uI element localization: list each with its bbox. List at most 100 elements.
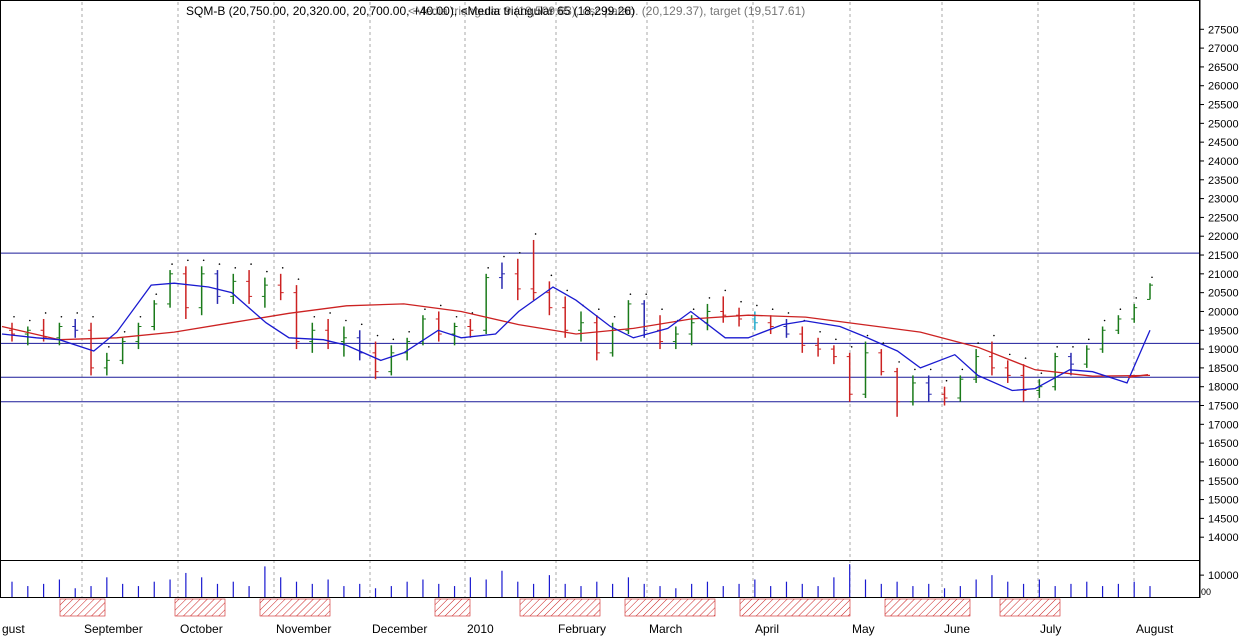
hatched-period [999,598,1061,617]
month-label: October [180,622,223,636]
parabolic-dot [771,308,774,311]
y-tick-label: 16500 [1208,438,1239,450]
overlapping-legend-text: <Media triangular 9 (19,509.63), osc par… [408,4,805,18]
parabolic-dot [961,368,964,371]
hatched-period [434,598,471,617]
month-label: June [944,622,970,636]
parabolic-dot [1087,338,1090,341]
volume-axis-label: 00 [1201,587,1211,597]
hatched-period [59,598,106,617]
hatched-period [739,598,851,617]
hatched-period [174,598,226,617]
y-tick-label: 20000 [1208,306,1239,318]
month-label: February [558,622,606,636]
parabolic-dot [392,338,395,341]
parabolic-dot [550,274,553,277]
parabolic-dot [123,330,126,333]
y-tick-label: 19500 [1208,325,1239,337]
y-tick-label: 15500 [1208,476,1239,488]
month-label: July [1040,622,1061,636]
y-tick-label: 19000 [1208,344,1239,356]
parabolic-dot [898,361,900,363]
hatched-period [259,598,331,617]
parabolic-dot [1024,357,1027,359]
parabolic-dot [408,330,410,333]
parabolic-dot [108,346,110,348]
parabolic-dot [598,308,600,311]
parabolic-dot [503,255,505,258]
parabolic-dot [534,233,537,235]
parabolic-dot [29,319,31,322]
moving-average-65-line [1,303,1151,377]
parabolic-dot [218,263,221,265]
parabolic-dot [139,315,142,318]
parabolic-dot [850,346,853,348]
parabolic-dot [756,304,758,307]
parabolic-dot [329,312,331,314]
month-axis: gust September October November December 2010… [2,622,1174,636]
parabolic-dot [1151,276,1153,279]
y-tick-label: 22000 [1208,231,1239,243]
parabolic-dot [708,297,711,299]
parabolic-dot [76,312,79,314]
moving-averages [1,282,1151,392]
parabolic-dot [1103,319,1106,322]
parabolic-dot [945,379,948,382]
volume-tick-label: 10000 [1208,570,1239,582]
parabolic-dot [518,251,521,254]
parabolic-dot [977,342,979,344]
parabolic-dot [1135,297,1137,299]
y-tick-label: 22500 [1208,212,1239,224]
parabolic-dot [724,289,727,292]
support-resistance-lines [0,252,1200,403]
month-label: August [1136,622,1174,636]
parabolic-dot [202,259,205,262]
parabolic-dot [1008,353,1011,356]
y-tick-label: 20500 [1208,288,1239,300]
parabolic-dot [187,259,189,262]
parabolic-dot [44,312,47,314]
parabolic-dot [360,323,363,326]
parabolic-dot [250,263,252,265]
parabolic-dot [866,334,869,337]
parabolic-dot [787,312,790,314]
y-tick-label: 25000 [1208,118,1239,130]
parabolic-dot [993,334,995,337]
parabolic-dot [661,308,663,311]
chart-title: SQM-B (20,750.00, 20,320.00, 20,700.00, … [186,4,635,18]
parabolic-dot [929,368,932,371]
y-tick-label: 24000 [1208,156,1239,168]
y-tick-label: 26000 [1208,81,1239,93]
parabolic-dot [171,263,173,265]
parabolic-dot [266,270,268,273]
y-tick-label: 21000 [1208,269,1239,281]
parabolic-dot [234,267,237,269]
y-tick-label: 15000 [1208,495,1239,507]
parabolic-dot [819,330,821,333]
parabolic-dot [1119,308,1122,311]
parabolic-dot [13,315,15,318]
price-axis: 27500 27000 26500 26000 25500 25000 24500 24000… [1199,0,1239,598]
month-label: 2010 [467,622,494,636]
parabolic-dot [882,342,885,344]
parabolic-dot [345,319,347,322]
plot-frame [0,0,1200,598]
y-tick-label: 14000 [1208,532,1239,544]
parabolic-dot [645,293,648,295]
y-tick-label: 18000 [1208,382,1239,394]
parabolic-dot [629,293,632,295]
month-label: September [84,622,143,636]
y-tick-label: 14500 [1208,513,1239,525]
hatched-period [624,598,716,617]
y-tick-label: 17000 [1208,419,1239,431]
parabolic-dot [439,304,442,307]
y-tick-label: 16000 [1208,457,1239,469]
parabolic-dot [376,334,379,337]
y-tick-label: 23500 [1208,175,1239,187]
month-label: May [852,622,875,636]
hatched-period [884,598,971,617]
y-tick-label: 24500 [1208,137,1239,149]
y-tick-label: 18500 [1208,363,1239,375]
parabolic-dot [424,308,426,311]
